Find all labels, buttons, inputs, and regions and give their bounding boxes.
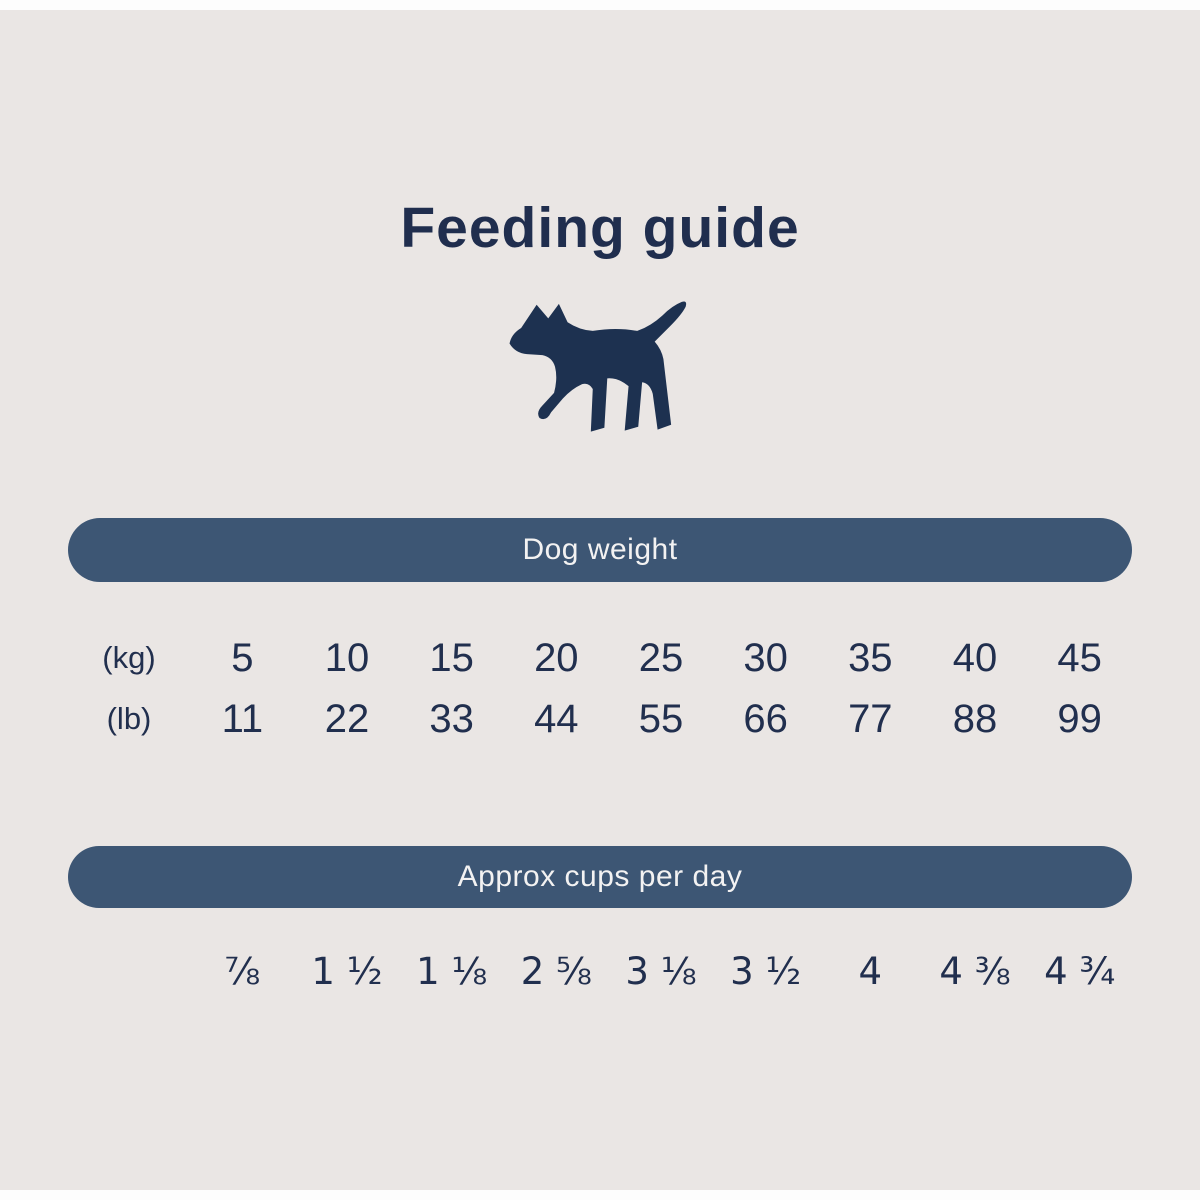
dog-icon [498, 299, 703, 449]
dog-weight-banner: Dog weight [68, 518, 1132, 582]
weight-lb-value: 66 [743, 697, 788, 741]
cups-value: 1 ½ [311, 950, 383, 993]
cups-per-day-banner: Approx cups per day [68, 846, 1132, 908]
page-title: Feeding guide [400, 196, 800, 260]
weight-lb-value: 33 [429, 697, 474, 741]
weight-lb-value: 77 [848, 697, 893, 741]
weight-lb-value: 22 [324, 697, 370, 741]
cups-value: 3 ⅛ [625, 950, 697, 993]
cups-value: ⅞ [224, 950, 261, 993]
cups-value: 4 ¾ [1044, 950, 1116, 993]
unit-label-kg: (kg) [102, 640, 156, 675]
weight-lb-value: 55 [638, 697, 684, 741]
unit-label-lb: (lb) [106, 701, 152, 736]
cups-value: 3 ½ [730, 950, 802, 993]
cups-value: 1 ⅛ [416, 950, 488, 993]
weight-lb-value: 88 [952, 697, 998, 741]
weight-kg-value: 10 [324, 636, 370, 680]
weight-kg-value: 15 [429, 636, 474, 680]
weight-lb-value: 44 [534, 697, 579, 741]
weight-row-lb: (lb) 11 22 33 44 55 66 77 88 99 [68, 695, 1132, 743]
dog-weight-banner-label: Dog weight [522, 533, 678, 566]
weight-kg-value: 30 [743, 636, 788, 680]
weight-row-kg: (kg) 5 10 15 20 25 30 35 40 45 [68, 634, 1132, 682]
weight-kg-value: 40 [952, 636, 998, 680]
weight-kg-value: 5 [231, 636, 254, 680]
weight-kg-value: 35 [848, 636, 893, 680]
feeding-guide-panel: Feeding guide Dog weight (kg) 5 10 15 20… [0, 10, 1200, 1190]
cups-value: 2 ⅝ [520, 950, 592, 993]
cups-row: ⅞ 1 ½ 1 ⅛ 2 ⅝ 3 ⅛ 3 ½ 4 4 ⅜ 4 ¾ [68, 948, 1132, 996]
weight-kg-value: 25 [638, 636, 684, 680]
weight-kg-value: 20 [534, 636, 579, 680]
weight-kg-value: 45 [1057, 636, 1102, 680]
cups-row-spacer [68, 948, 190, 996]
weight-lb-value: 99 [1057, 697, 1102, 741]
cups-value: 4 [858, 950, 883, 993]
weight-lb-value: 11 [221, 697, 264, 741]
cups-value: 4 ⅜ [939, 950, 1011, 993]
cups-per-day-banner-label: Approx cups per day [457, 860, 743, 893]
